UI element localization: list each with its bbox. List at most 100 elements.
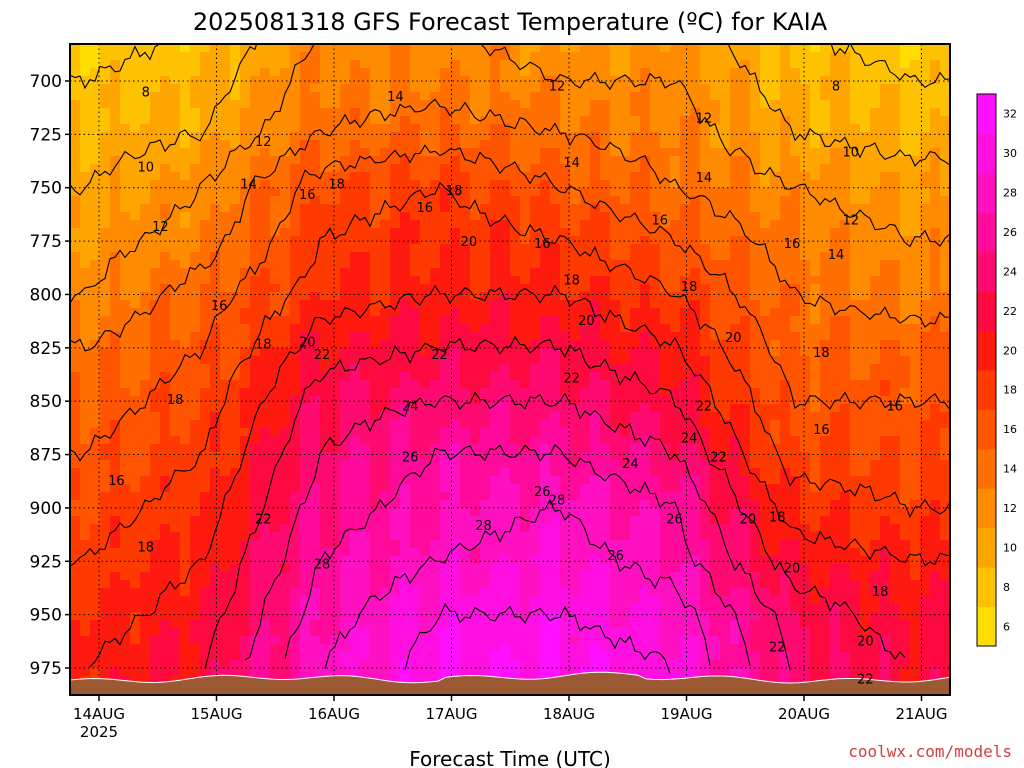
temperature-cell bbox=[170, 52, 181, 61]
temperature-cell bbox=[220, 436, 231, 445]
temperature-cell bbox=[540, 108, 551, 117]
temperature-cell bbox=[550, 180, 561, 189]
temperature-cell bbox=[420, 588, 431, 597]
temperature-cell bbox=[190, 668, 201, 677]
temperature-cell bbox=[640, 100, 651, 109]
temperature-cell bbox=[130, 468, 141, 477]
temperature-cell bbox=[510, 180, 521, 189]
temperature-cell bbox=[450, 92, 461, 101]
temperature-cell bbox=[410, 324, 421, 333]
temperature-cell bbox=[310, 92, 321, 101]
temperature-cell bbox=[550, 612, 561, 621]
temperature-cell bbox=[360, 412, 371, 421]
temperature-cell bbox=[100, 516, 111, 525]
temperature-cell bbox=[420, 212, 431, 221]
temperature-cell bbox=[610, 164, 621, 173]
temperature-cell bbox=[140, 252, 151, 261]
temperature-cell bbox=[130, 596, 141, 605]
temperature-cell bbox=[90, 476, 101, 485]
temperature-cell bbox=[580, 564, 591, 573]
temperature-cell bbox=[230, 500, 241, 509]
temperature-cell bbox=[360, 396, 371, 405]
temperature-cell bbox=[260, 124, 271, 133]
temperature-cell bbox=[180, 284, 191, 293]
temperature-cell bbox=[300, 68, 311, 77]
temperature-cell bbox=[430, 492, 441, 501]
temperature-cell bbox=[640, 252, 651, 261]
temperature-cell bbox=[180, 292, 191, 301]
temperature-cell bbox=[250, 324, 261, 333]
temperature-cell bbox=[600, 204, 611, 213]
temperature-cell bbox=[70, 468, 81, 477]
temperature-cell bbox=[390, 300, 401, 309]
temperature-cell bbox=[230, 276, 241, 285]
temperature-cell bbox=[470, 356, 481, 365]
temperature-cell bbox=[260, 196, 271, 205]
temperature-cell bbox=[110, 580, 121, 589]
temperature-cell bbox=[240, 644, 251, 653]
temperature-cell bbox=[200, 524, 211, 533]
temperature-cell bbox=[590, 348, 601, 357]
temperature-cell bbox=[330, 100, 341, 109]
temperature-cell bbox=[340, 620, 351, 629]
temperature-cell bbox=[310, 212, 321, 221]
temperature-cell bbox=[280, 348, 291, 357]
temperature-cell bbox=[370, 580, 381, 589]
temperature-cell bbox=[140, 140, 151, 149]
temperature-cell bbox=[470, 76, 481, 85]
temperature-cell bbox=[180, 620, 191, 629]
temperature-cell bbox=[330, 396, 341, 405]
temperature-cell bbox=[160, 196, 171, 205]
temperature-cell bbox=[670, 84, 681, 93]
temperature-cell bbox=[160, 108, 171, 117]
temperature-cell bbox=[350, 204, 361, 213]
temperature-cell bbox=[480, 180, 491, 189]
temperature-cell bbox=[640, 260, 651, 269]
temperature-cell bbox=[430, 124, 441, 133]
temperature-cell bbox=[110, 372, 121, 381]
temperature-cell bbox=[570, 148, 581, 157]
temperature-cell bbox=[300, 580, 311, 589]
temperature-cell bbox=[440, 588, 451, 597]
temperature-cell bbox=[350, 380, 361, 389]
temperature-cell bbox=[210, 76, 221, 85]
temperature-cell bbox=[340, 308, 351, 317]
temperature-cell bbox=[70, 204, 81, 213]
temperature-cell bbox=[570, 532, 581, 541]
temperature-cell bbox=[630, 76, 641, 85]
temperature-cell bbox=[430, 100, 441, 109]
temperature-cell bbox=[670, 492, 681, 501]
temperature-cell bbox=[240, 324, 251, 333]
temperature-cell bbox=[460, 180, 471, 189]
temperature-cell bbox=[220, 108, 231, 117]
temperature-cell bbox=[360, 220, 371, 229]
temperature-cell bbox=[470, 652, 481, 661]
temperature-cell bbox=[540, 116, 551, 125]
temperature-cell bbox=[140, 636, 151, 645]
temperature-cell bbox=[150, 44, 161, 53]
temperature-cell bbox=[500, 468, 511, 477]
temperature-cell bbox=[490, 372, 501, 381]
temperature-cell bbox=[570, 348, 581, 357]
temperature-cell bbox=[200, 492, 211, 501]
temperature-cell bbox=[190, 540, 201, 549]
temperature-cell bbox=[520, 548, 531, 557]
temperature-cell bbox=[600, 532, 611, 541]
temperature-cell bbox=[270, 540, 281, 549]
temperature-cell bbox=[390, 476, 401, 485]
temperature-cell bbox=[390, 84, 401, 93]
temperature-cell bbox=[290, 388, 301, 397]
temperature-cell bbox=[410, 500, 421, 509]
temperature-cell bbox=[630, 244, 641, 253]
temperature-cell bbox=[650, 412, 661, 421]
temperature-cell bbox=[200, 436, 211, 445]
temperature-cell bbox=[570, 164, 581, 173]
temperature-cell bbox=[450, 668, 461, 677]
temperature-cell bbox=[650, 404, 661, 413]
temperature-cell bbox=[570, 460, 581, 469]
temperature-cell bbox=[580, 132, 591, 141]
temperature-cell bbox=[190, 244, 201, 253]
temperature-cell bbox=[100, 76, 111, 85]
temperature-cell bbox=[470, 92, 481, 101]
temperature-cell bbox=[200, 164, 211, 173]
